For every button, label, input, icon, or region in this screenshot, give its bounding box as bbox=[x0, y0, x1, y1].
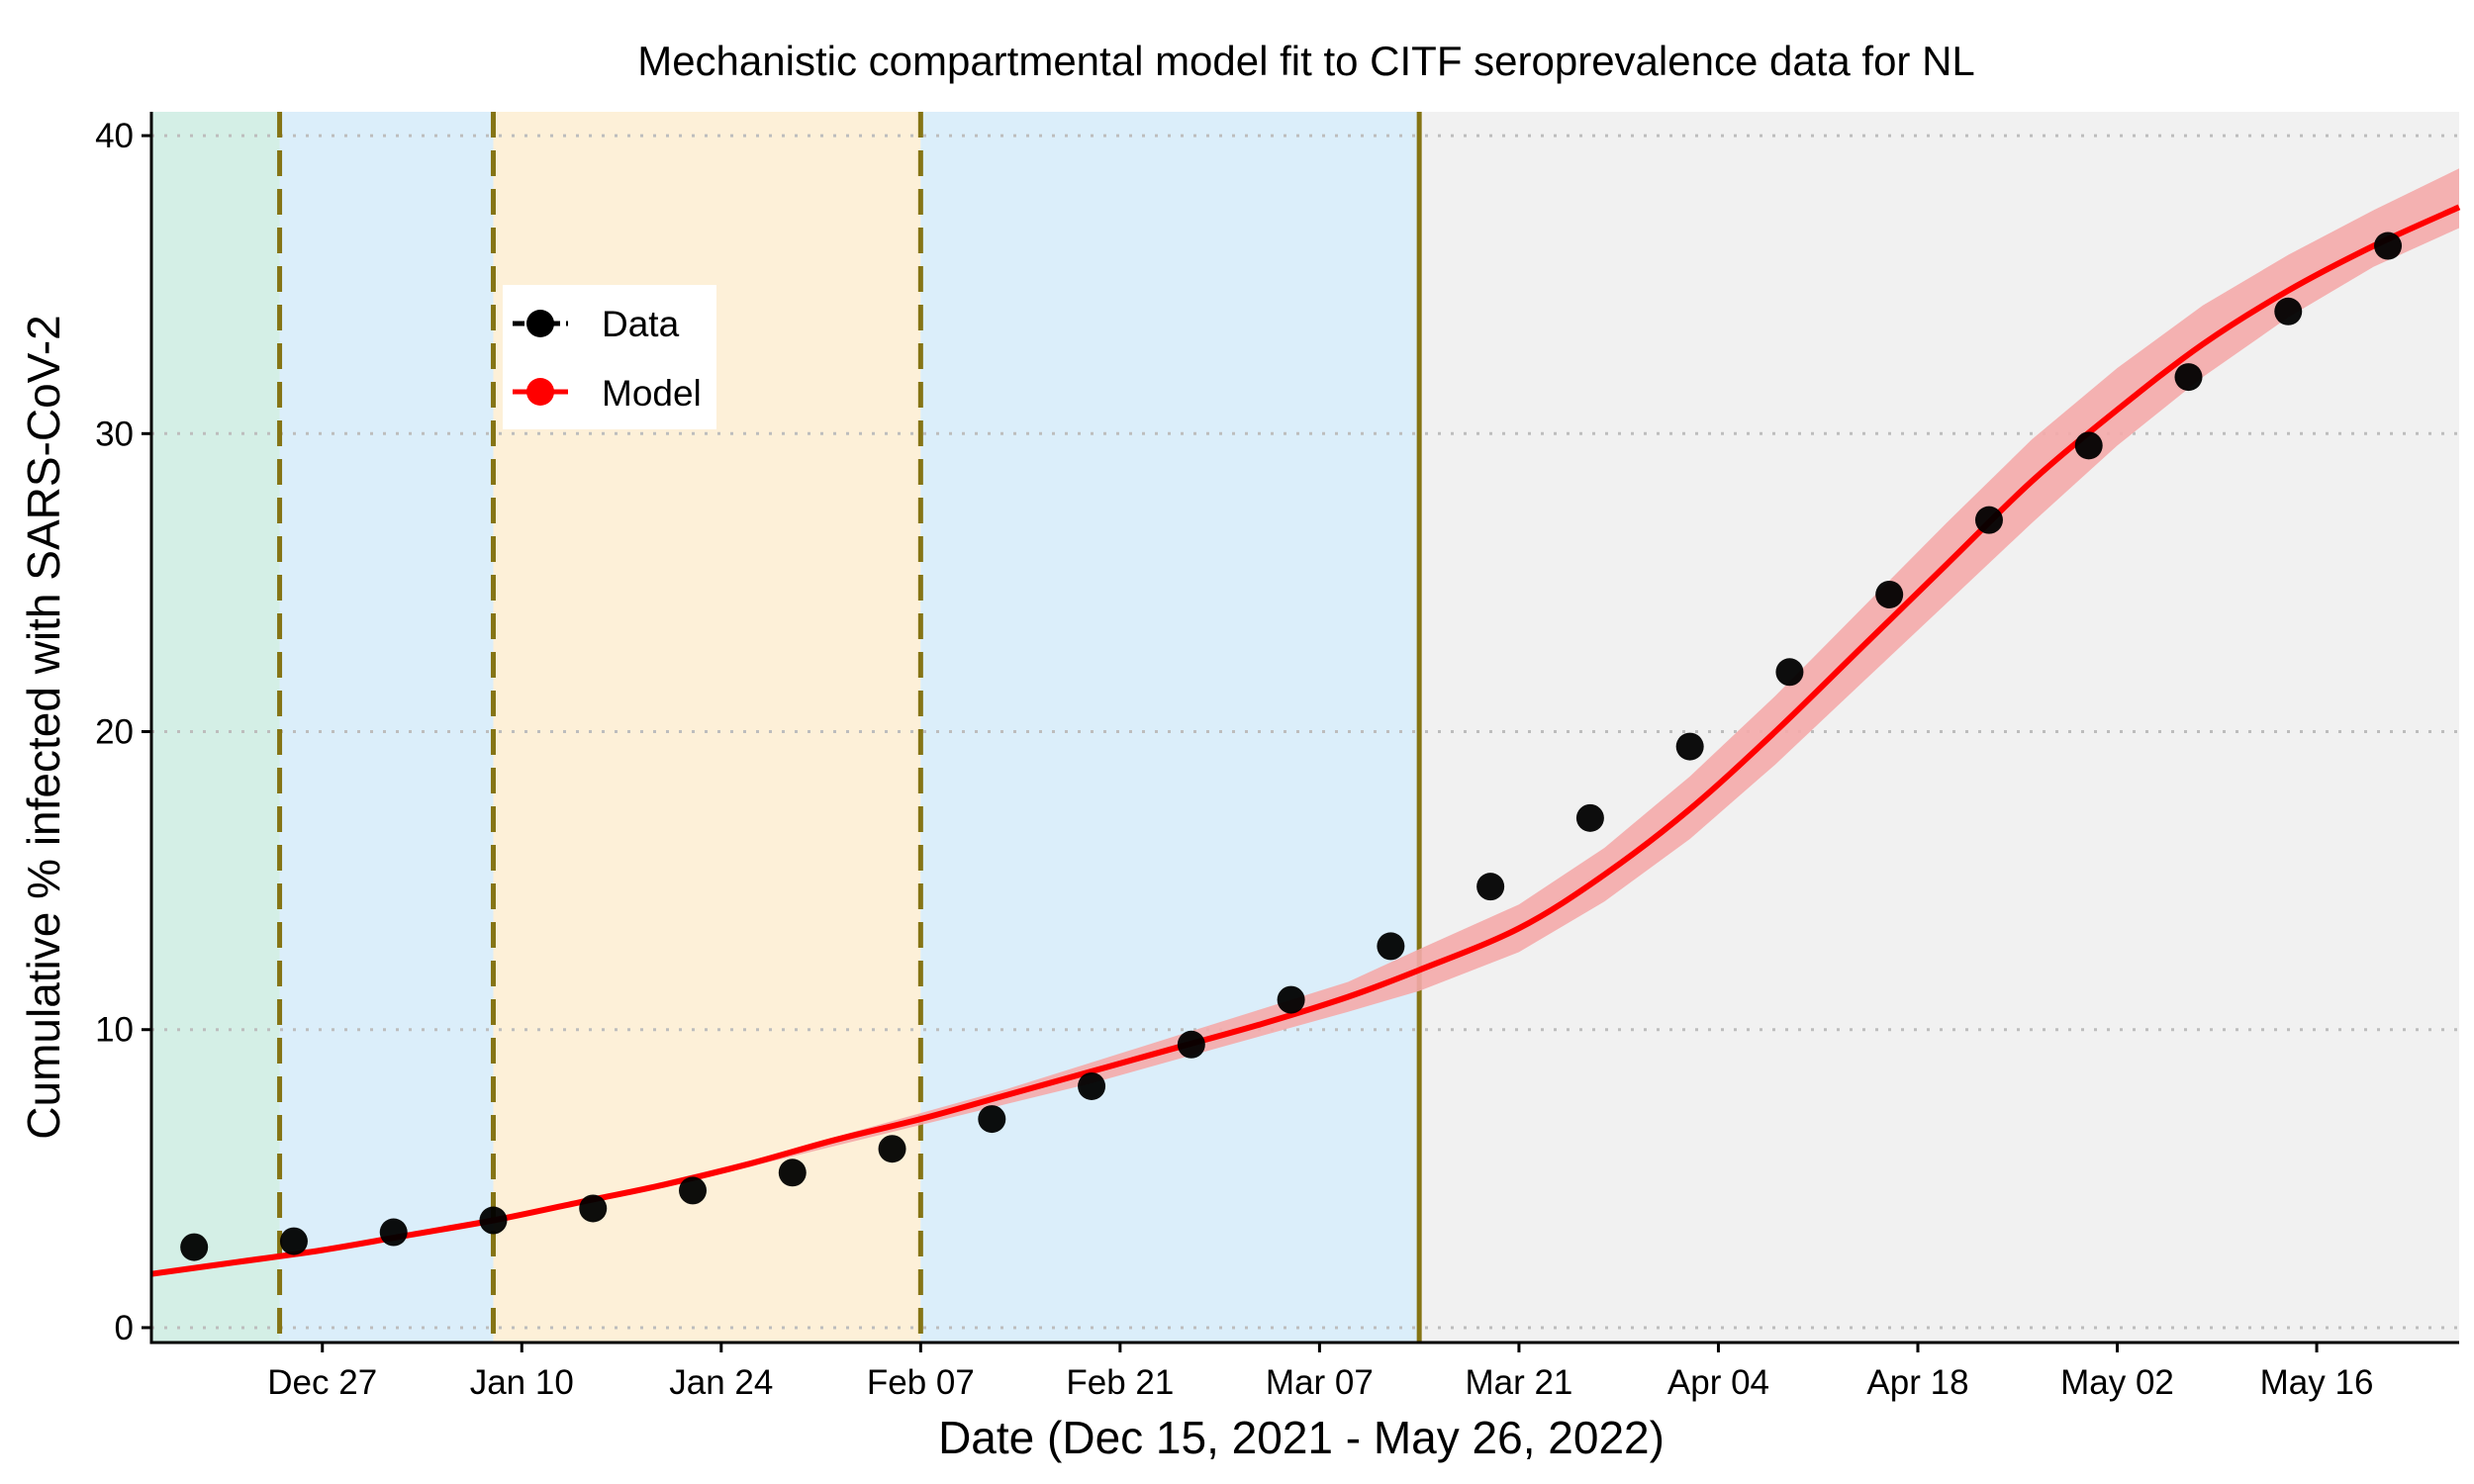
y-axis-title: Cumulative % infected with SARS-CoV-2 bbox=[18, 315, 69, 1139]
x-tick-label-4: Feb 07 bbox=[867, 1363, 975, 1402]
x-tick-label-11: May 16 bbox=[2260, 1363, 2374, 1402]
legend-data-marker bbox=[526, 310, 554, 337]
x-ticks: Dec 27 Jan 10 Jan 24 Feb 07 Feb 21 Mar 07 Mar … bbox=[267, 1343, 2373, 1402]
x-tick-label-10: May 02 bbox=[2060, 1363, 2174, 1402]
legend-item-model: Model bbox=[513, 373, 702, 414]
legend: Data Model bbox=[503, 285, 716, 429]
data-point-19 bbox=[1974, 506, 2003, 534]
x-tick-label-7: Mar 21 bbox=[1465, 1363, 1572, 1402]
x-tick-label-5: Feb 21 bbox=[1066, 1363, 1174, 1402]
data-point-5 bbox=[579, 1194, 608, 1223]
period-band-4 bbox=[920, 112, 1420, 1343]
axes bbox=[149, 112, 2459, 1345]
y-tick-label-20: 20 bbox=[95, 713, 134, 752]
x-tick-label-1: Dec 27 bbox=[267, 1363, 377, 1402]
data-point-21 bbox=[2174, 363, 2203, 392]
data-point-14 bbox=[1476, 873, 1505, 901]
data-point-10 bbox=[1078, 1071, 1106, 1100]
x-tick-label-3: Jan 24 bbox=[669, 1363, 773, 1402]
legend-item-data: Data bbox=[513, 304, 680, 344]
data-point-20 bbox=[2074, 431, 2103, 460]
x-tick-label-8: Apr 04 bbox=[1667, 1363, 1769, 1402]
y-ticks: 0 10 20 30 40 bbox=[95, 117, 151, 1347]
background-periods bbox=[151, 112, 2459, 1343]
data-point-23 bbox=[2374, 232, 2403, 260]
y-tick-label-0: 0 bbox=[115, 1309, 134, 1347]
data-point-13 bbox=[1377, 932, 1405, 961]
data-point-17 bbox=[1775, 658, 1804, 687]
period-band-2 bbox=[279, 112, 494, 1343]
data-point-9 bbox=[978, 1105, 1006, 1134]
x-tick-label-6: Mar 07 bbox=[1266, 1363, 1374, 1402]
phase-lines bbox=[277, 112, 1422, 1343]
y-tick-label-40: 40 bbox=[95, 117, 134, 155]
data-point-22 bbox=[2274, 297, 2303, 325]
data-point-7 bbox=[778, 1159, 807, 1187]
legend-model-marker bbox=[526, 378, 554, 406]
data-series bbox=[180, 232, 2403, 1261]
data-point-15 bbox=[1575, 803, 1604, 832]
legend-data-label: Data bbox=[602, 304, 680, 344]
chart-title: Mechanistic compartmental model fit to C… bbox=[637, 38, 1975, 84]
x-tick-label-9: Apr 18 bbox=[1866, 1363, 1968, 1402]
data-point-3 bbox=[379, 1218, 408, 1247]
data-point-16 bbox=[1675, 732, 1704, 761]
y-tick-label-10: 10 bbox=[95, 1011, 134, 1050]
period-band-1 bbox=[151, 112, 280, 1343]
data-point-6 bbox=[679, 1176, 708, 1205]
x-axis-title: Date (Dec 15, 2021 - May 26, 2022) bbox=[938, 1412, 1665, 1463]
legend-model-label: Model bbox=[602, 373, 702, 414]
data-point-18 bbox=[1875, 580, 1904, 608]
y-tick-label-30: 30 bbox=[95, 415, 134, 453]
data-point-2 bbox=[279, 1227, 308, 1255]
x-tick-label-2: Jan 10 bbox=[470, 1363, 574, 1402]
data-point-11 bbox=[1177, 1030, 1205, 1059]
data-point-4 bbox=[479, 1206, 508, 1235]
data-point-1 bbox=[180, 1233, 209, 1261]
data-point-12 bbox=[1277, 985, 1305, 1014]
data-point-8 bbox=[878, 1135, 906, 1163]
